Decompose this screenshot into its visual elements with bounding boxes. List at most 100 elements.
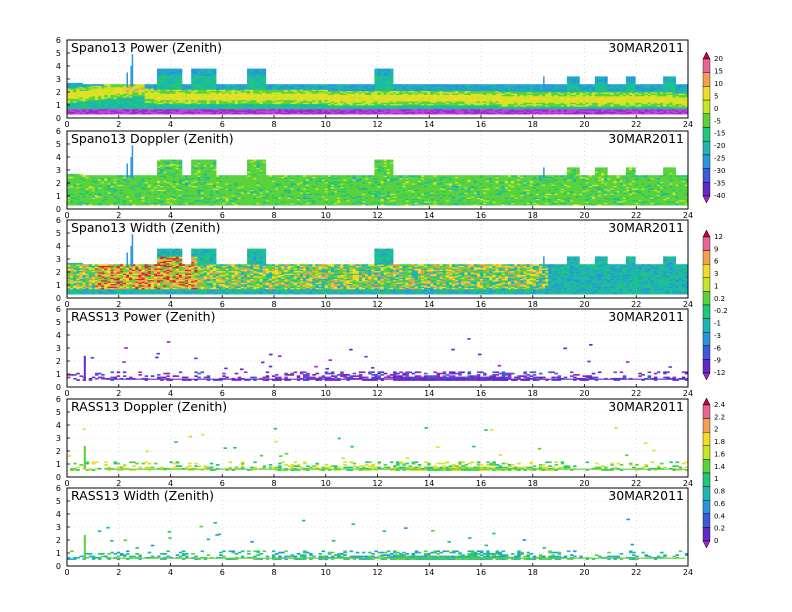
- data-cell: [67, 95, 71, 98]
- data-cell: [197, 69, 201, 72]
- data-cell: [212, 75, 217, 77]
- data-cell: [172, 108, 177, 111]
- data-cell: [219, 103, 223, 106]
- data-cell: [178, 75, 183, 77]
- data-cell: [172, 80, 177, 82]
- data-cell: [247, 88, 251, 90]
- data-cell: [67, 98, 71, 101]
- data-cell: [110, 106, 114, 108]
- data-cell: [138, 106, 142, 108]
- data-cell: [278, 101, 282, 103]
- data-cell: [234, 105, 239, 107]
- data-cell: [284, 108, 288, 111]
- data-cell: [203, 79, 208, 81]
- data-cell: [181, 86, 186, 89]
- data-cell: [160, 111, 164, 114]
- data-cell: [125, 95, 130, 98]
- data-cell: [101, 85, 105, 88]
- data-cell: [281, 110, 285, 112]
- data-cell: [82, 111, 87, 114]
- data-cell: [85, 102, 90, 105]
- data-cell: [393, 84, 397, 86]
- data-cell: [203, 85, 208, 88]
- data-cell: [153, 102, 158, 105]
- data-cell: [216, 84, 220, 86]
- data-cell: [169, 88, 173, 90]
- data-cell: [256, 108, 260, 111]
- data-cell: [225, 112, 229, 115]
- data-cell: [219, 92, 223, 94]
- data-cell: [222, 105, 226, 107]
- data-cell: [200, 79, 205, 81]
- data-cell: [253, 82, 257, 85]
- data-cell: [132, 95, 136, 98]
- data-cell: [104, 112, 108, 115]
- data-cell: [119, 88, 124, 90]
- data-cell: [125, 99, 130, 102]
- data-cell: [225, 90, 229, 93]
- data-cell: [281, 92, 285, 94]
- data-cell: [247, 107, 251, 110]
- data-cell: [197, 102, 201, 105]
- data-cell: [234, 111, 239, 114]
- data-cell: [271, 88, 276, 90]
- data-cell: [256, 94, 260, 97]
- data-cell: [91, 107, 96, 110]
- data-cell: [203, 71, 208, 73]
- data-cell: [206, 110, 211, 112]
- data-cell: [138, 101, 142, 103]
- data-cell: [188, 88, 192, 90]
- data-cell: [153, 94, 158, 97]
- data-cell: [163, 72, 167, 75]
- data-cell: [256, 112, 260, 115]
- data-cell: [150, 110, 155, 112]
- data-cell: [160, 68, 164, 71]
- data-cell: [153, 98, 158, 101]
- data-cell: [234, 106, 239, 108]
- data-cell: [172, 81, 177, 84]
- data-cell: [250, 99, 254, 102]
- data-cell: [113, 92, 118, 94]
- data-cell: [203, 98, 208, 101]
- data-cell: [67, 88, 71, 90]
- data-cell: [169, 73, 173, 76]
- data-cell: [206, 77, 211, 80]
- data-cell: [203, 77, 208, 80]
- data-cell: [203, 103, 208, 106]
- data-cell: [178, 73, 183, 76]
- data-cell: [231, 107, 236, 110]
- data-cell: [250, 81, 254, 84]
- data-cell: [160, 95, 164, 98]
- data-cell: [119, 90, 124, 93]
- data-cell: [67, 106, 71, 108]
- data-cell: [247, 110, 251, 112]
- data-cell: [157, 92, 161, 94]
- data-cell: [169, 89, 173, 92]
- data-cell: [225, 88, 229, 90]
- data-cell: [262, 79, 267, 81]
- data-cell: [169, 80, 173, 82]
- data-cell: [91, 111, 96, 114]
- data-cell: [181, 107, 186, 110]
- data-cell: [225, 102, 229, 105]
- data-cell: [268, 85, 273, 88]
- data-cell: [287, 84, 291, 86]
- data-cell: [275, 84, 279, 86]
- data-cell: [262, 77, 267, 80]
- data-cell: [461, 84, 465, 86]
- data-cell: [262, 84, 267, 86]
- data-cell: [262, 89, 267, 92]
- data-cell: [209, 112, 214, 115]
- data-cell: [253, 99, 257, 102]
- data-cell: [157, 90, 161, 93]
- data-cell: [253, 105, 257, 107]
- data-cell: [265, 95, 270, 98]
- data-cell: [70, 84, 74, 86]
- data-cell: [275, 99, 279, 102]
- data-cell: [175, 112, 180, 115]
- data-cell: [554, 84, 558, 86]
- data-cell: [98, 90, 102, 93]
- data-cell: [206, 107, 211, 110]
- data-cell: [203, 92, 208, 94]
- data-cell: [160, 80, 164, 82]
